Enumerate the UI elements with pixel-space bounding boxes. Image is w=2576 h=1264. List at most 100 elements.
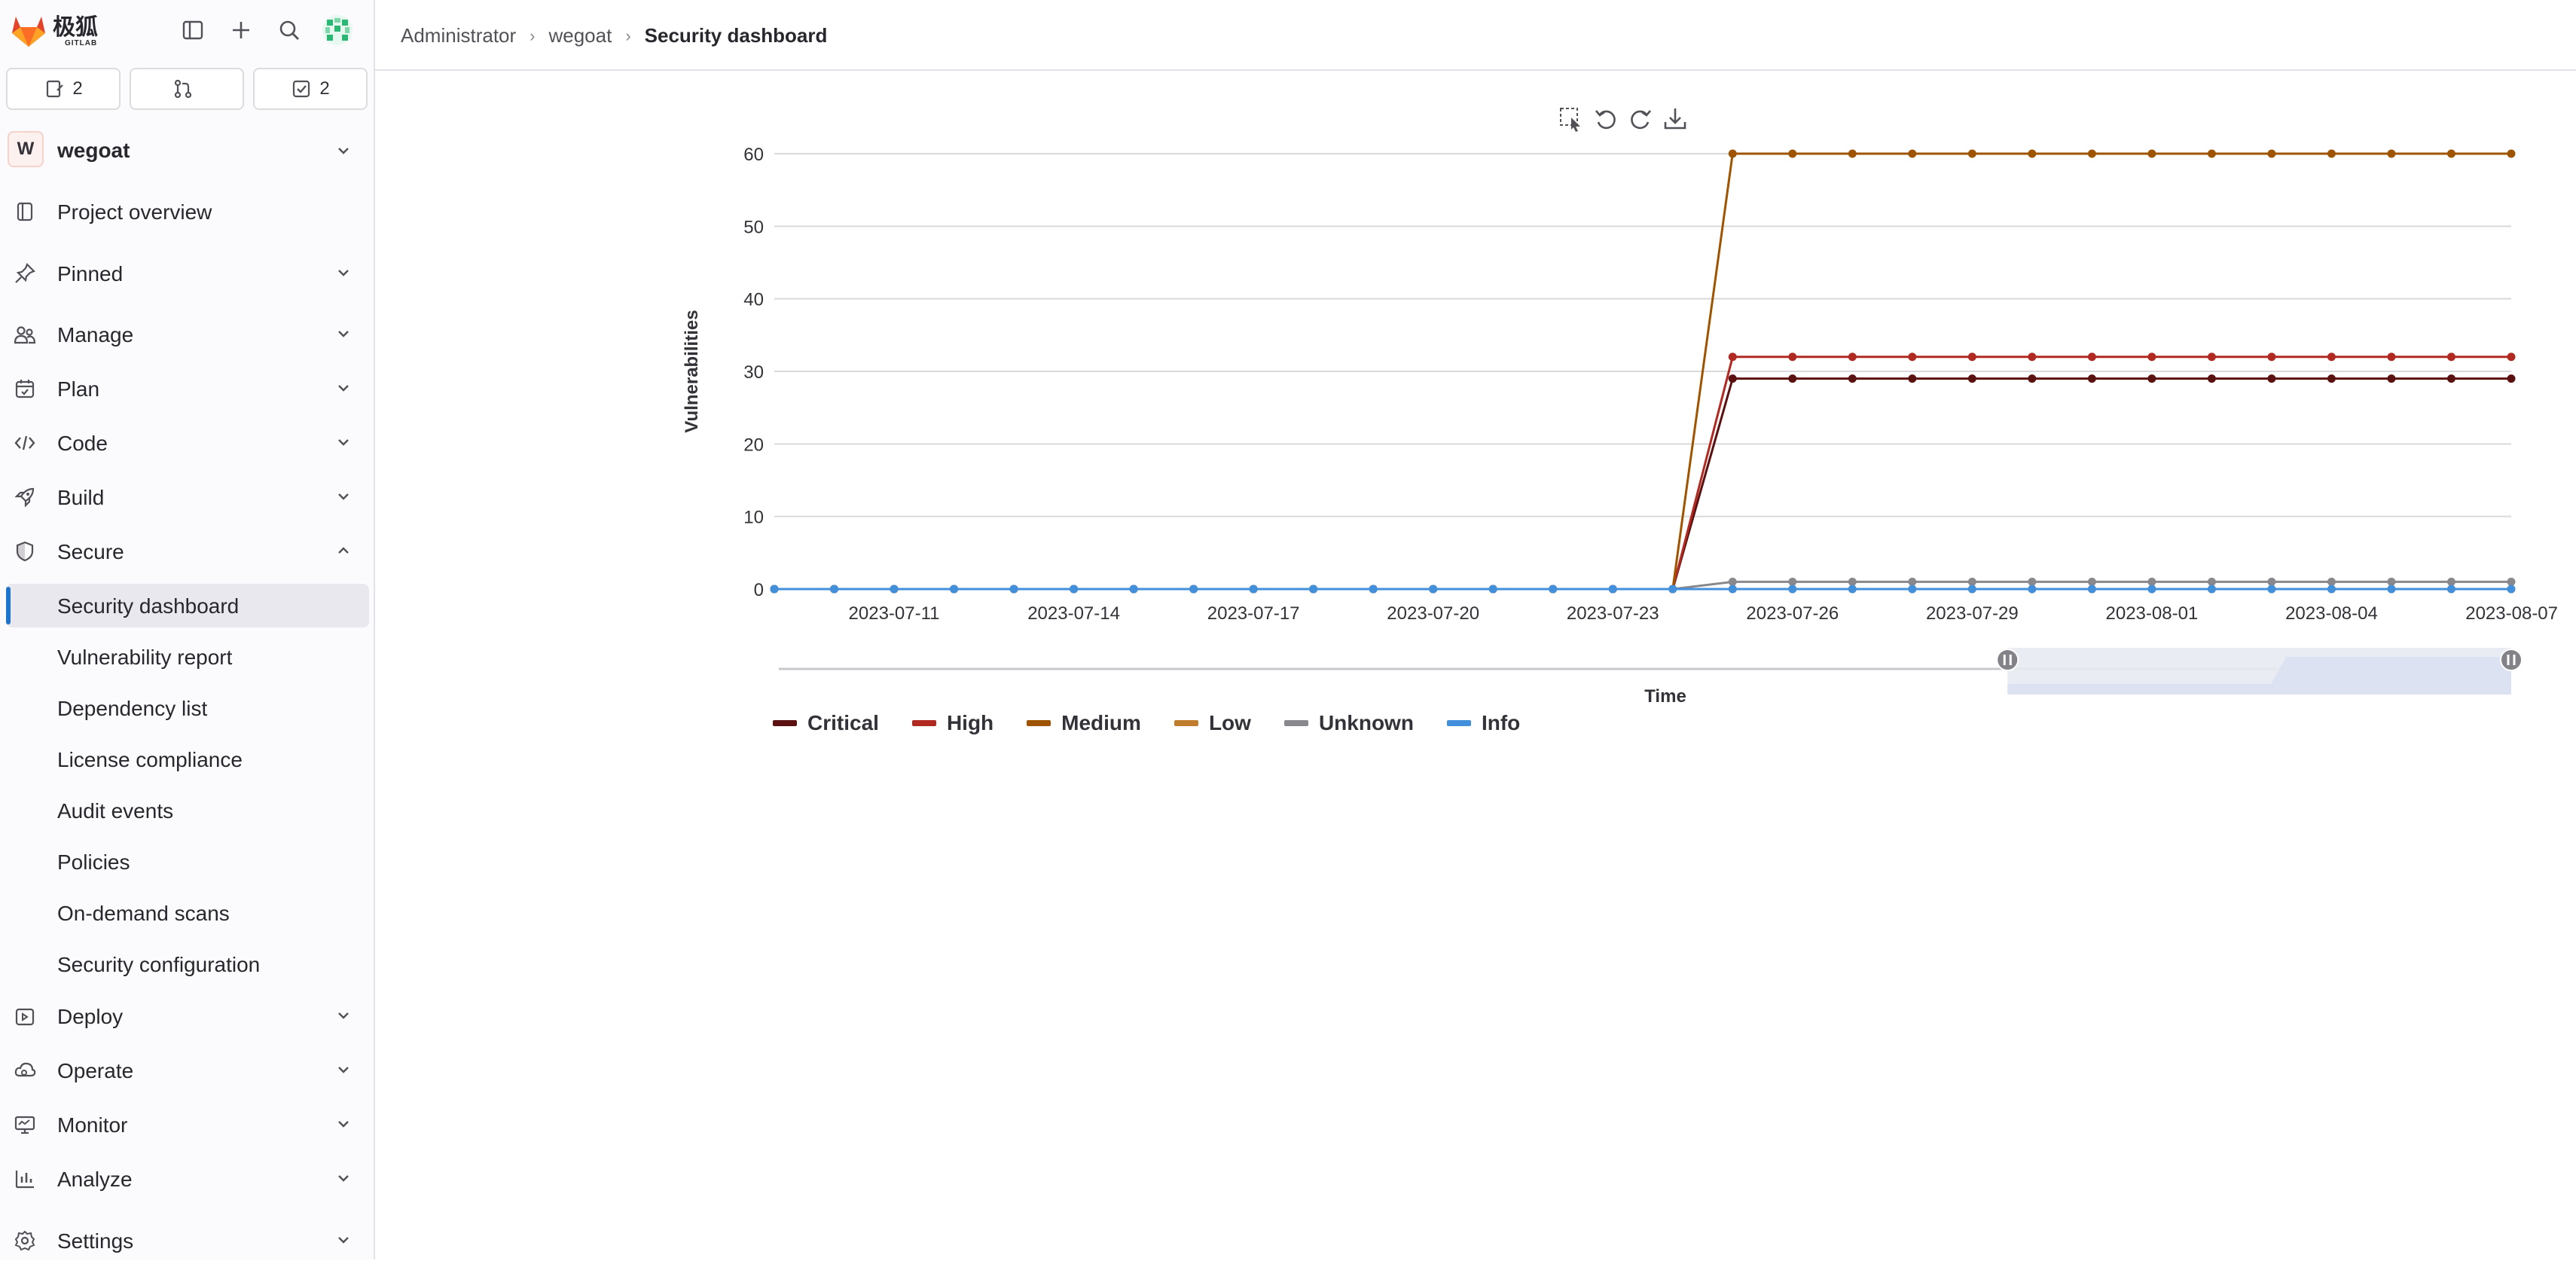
create-new-button[interactable] — [226, 15, 256, 45]
data-point-medium — [1967, 149, 1976, 158]
subnav-security-dashboard[interactable]: Security dashboard — [6, 584, 369, 627]
gitlab-logo-icon[interactable] — [9, 12, 48, 48]
cloud-icon — [14, 1062, 36, 1077]
subnav-security-configuration[interactable]: Security configuration — [6, 942, 369, 986]
nav-deploy[interactable]: Deploy — [0, 991, 374, 1040]
series-line-critical — [774, 377, 2511, 591]
chevron-down-icon — [338, 148, 349, 154]
chevron-down-icon — [338, 270, 349, 276]
data-point-critical — [2446, 374, 2455, 383]
x-tick-label: 2023-07-23 — [1567, 603, 1659, 624]
data-point-info — [1608, 585, 1617, 594]
data-point-medium — [2028, 149, 2037, 158]
data-point-critical — [1788, 374, 1797, 383]
subnav-vulnerability-report[interactable]: Vulnerability report — [6, 635, 369, 679]
legend-swatch — [1283, 720, 1308, 726]
subnav-policies[interactable]: Policies — [6, 840, 369, 884]
pin-icon — [15, 263, 35, 283]
nav-manage[interactable]: Manage — [0, 310, 374, 358]
nav-label: Code — [57, 432, 108, 455]
subnav-label: License compliance — [57, 748, 243, 771]
subnav-audit-events[interactable]: Audit events — [6, 789, 369, 832]
data-point-info — [1129, 585, 1138, 594]
data-point-medium — [2446, 149, 2455, 158]
data-point-info — [1249, 585, 1258, 594]
nav-project-overview[interactable]: Project overview — [0, 187, 374, 235]
data-point-critical — [1728, 374, 1737, 383]
data-point-info — [950, 585, 959, 594]
subnav-on-demand-scans[interactable]: On-demand scans — [6, 891, 369, 935]
legend-item-info[interactable]: Info — [1446, 711, 1521, 735]
data-point-medium — [2327, 149, 2336, 158]
nav-label: Secure — [57, 540, 124, 563]
nav-label: Plan — [57, 377, 100, 401]
subnav-license-compliance[interactable]: License compliance — [6, 737, 369, 781]
nav-operate[interactable]: Operate — [0, 1046, 374, 1094]
data-point-high — [1728, 353, 1737, 362]
data-point-info — [2028, 585, 2037, 594]
merge-requests-counter-button[interactable] — [130, 68, 244, 110]
data-point-critical — [2327, 374, 2336, 383]
nav-settings[interactable]: Settings — [0, 1216, 374, 1264]
nav-code[interactable]: Code — [0, 418, 374, 466]
legend-item-critical[interactable]: Critical — [773, 711, 879, 735]
issues-counter-button[interactable]: 2 — [6, 68, 121, 110]
data-point-high — [2087, 353, 2096, 362]
download-icon[interactable] — [1660, 104, 1690, 134]
brand-name: 极狐 — [53, 15, 98, 40]
x-tick-label: 2023-07-11 — [849, 603, 940, 624]
subnav-dependency-list[interactable]: Dependency list — [6, 686, 369, 730]
data-point-medium — [2087, 149, 2096, 158]
x-tick-label: 2023-08-01 — [2106, 603, 2199, 624]
data-point-info — [2147, 585, 2156, 594]
nav-build[interactable]: Build — [0, 472, 374, 521]
nav-pinned[interactable]: Pinned — [0, 249, 374, 297]
users-icon — [14, 326, 36, 344]
zoom-reset-icon[interactable] — [1591, 104, 1621, 134]
data-point-high — [1967, 353, 1976, 362]
nav-label: Project overview — [57, 200, 212, 224]
project-avatar: W — [8, 131, 44, 167]
legend-item-low[interactable]: Low — [1174, 711, 1251, 735]
todo-counter-button[interactable]: 2 — [253, 68, 368, 110]
nav-secure[interactable]: Secure — [0, 527, 374, 575]
data-point-info — [1189, 585, 1198, 594]
restore-icon[interactable] — [1625, 104, 1656, 134]
breadcrumb-administrator[interactable]: Administrator — [401, 24, 517, 47]
x-tick-label: 2023-08-04 — [2285, 603, 2378, 624]
legend-item-medium[interactable]: Medium — [1027, 711, 1141, 735]
legend-label: Unknown — [1318, 711, 1414, 734]
data-point-info — [830, 585, 839, 594]
zoom-select-icon[interactable] — [1556, 104, 1586, 134]
chevron-down-icon — [338, 1237, 349, 1244]
nav-plan[interactable]: Plan — [0, 364, 374, 412]
legend-item-unknown[interactable]: Unknown — [1283, 711, 1414, 735]
top-header: Administrator › wegoat › Security dashbo… — [375, 0, 2576, 71]
settings-icon — [14, 1230, 35, 1251]
chart-legend: Critical High Medium Low Unknown Info — [773, 711, 1520, 735]
data-point-unknown — [1788, 577, 1797, 586]
data-point-info — [2207, 585, 2216, 594]
breadcrumb-wegoat[interactable]: wegoat — [548, 24, 612, 47]
data-point-unknown — [2207, 577, 2216, 586]
search-button[interactable] — [274, 15, 304, 45]
todo-icon — [293, 80, 310, 98]
legend-label: Info — [1481, 711, 1521, 734]
toggle-sidebar-button[interactable] — [178, 15, 208, 45]
y-tick-label: 60 — [743, 145, 764, 165]
x-axis-label: Time — [1644, 686, 1686, 707]
data-point-critical — [2087, 374, 2096, 383]
user-avatar-button[interactable] — [322, 15, 353, 45]
data-point-unknown — [2507, 577, 2516, 586]
legend-item-high[interactable]: High — [911, 711, 993, 735]
calendar-icon — [15, 380, 35, 398]
subnav-label: Security dashboard — [57, 594, 240, 618]
nav-monitor[interactable]: Monitor — [0, 1100, 374, 1148]
nav-analyze[interactable]: Analyze — [0, 1154, 374, 1202]
data-point-unknown — [2028, 577, 2037, 586]
chevron-down-icon — [338, 331, 349, 337]
vulnerabilities-chart: 0 10 20 30 40 50 60 2023-07-11 2023-07-14 2023-07… — [682, 145, 2558, 707]
data-point-critical — [1967, 374, 1976, 383]
legend-swatch — [911, 720, 936, 726]
project-switcher[interactable]: W wegoat — [0, 127, 374, 175]
